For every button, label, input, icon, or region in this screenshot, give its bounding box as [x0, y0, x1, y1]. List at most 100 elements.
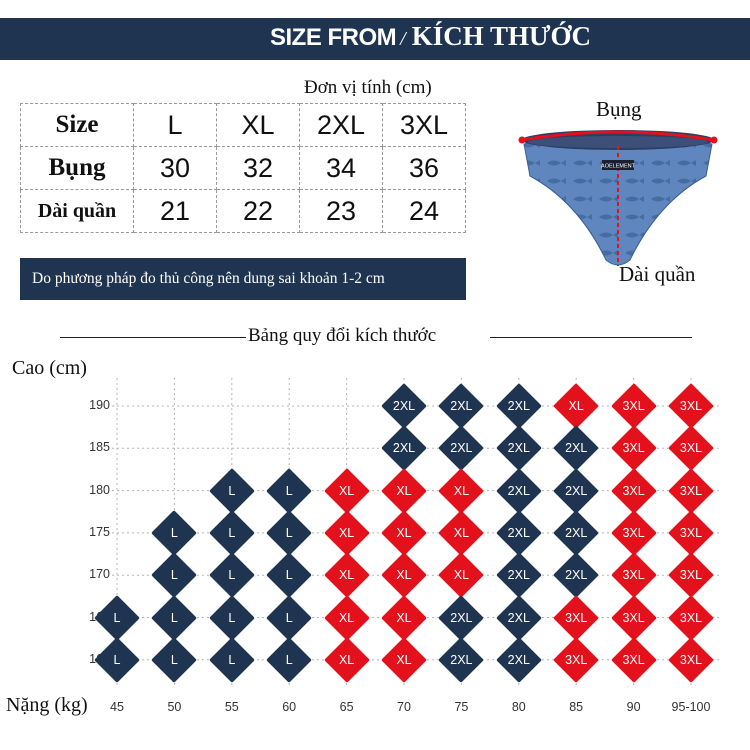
size-marker: 3XL: [610, 594, 657, 641]
size-marker: 3XL: [553, 636, 600, 683]
size-marker-label: XL: [338, 652, 355, 667]
brief-illustration: AOELEMENT: [518, 130, 718, 266]
size-marker: XL: [438, 509, 485, 556]
size-marker-label: 2XL: [565, 441, 588, 456]
size-marker-label: XL: [396, 483, 412, 498]
size-marker-label: 3XL: [679, 441, 703, 456]
size-marker-label: 3XL: [622, 483, 645, 498]
label-length: Dài quần: [619, 262, 696, 286]
size-marker-label: 2XL: [392, 441, 416, 456]
size-marker: 2XL: [495, 383, 542, 429]
size-table: Size L XL 2XL 3XL Bụng 30 32 34 36 Dài q…: [20, 103, 466, 233]
size-marker: XL: [323, 509, 370, 556]
size-marker-label: 2XL: [507, 525, 530, 540]
size-marker: L: [151, 594, 198, 641]
size-marker: 3XL: [668, 425, 714, 472]
size-marker: XL: [381, 636, 427, 683]
size-marker-label: 3XL: [679, 483, 703, 498]
size-marker: 2XL: [495, 467, 542, 514]
table-cell: 24: [382, 189, 466, 233]
size-marker: 3XL: [610, 383, 657, 429]
size-marker: L: [208, 636, 255, 683]
size-marker: 3XL: [610, 425, 657, 472]
x-tick-label: 80: [511, 700, 526, 714]
size-marker-label: 3XL: [679, 525, 703, 540]
size-marker-label: XL: [396, 525, 412, 540]
x-tick-label: 75: [454, 700, 469, 714]
size-marker-label: 2XL: [392, 399, 416, 413]
size-marker-label: L: [228, 568, 236, 583]
size-marker-label: 2XL: [507, 652, 530, 667]
size-marker-label: L: [113, 652, 121, 667]
size-marker: L: [94, 594, 140, 641]
size-marker-label: 3XL: [622, 610, 645, 625]
size-marker-label: L: [285, 483, 293, 498]
size-marker: 2XL: [495, 509, 542, 556]
size-marker: L: [208, 467, 255, 514]
size-marker: 2XL: [553, 425, 600, 472]
x-tick-label: 45: [110, 700, 124, 714]
size-marker-label: 3XL: [679, 568, 703, 583]
table-cell: 32: [216, 146, 300, 190]
size-marker: 2XL: [495, 425, 542, 472]
size-marker-label: XL: [338, 568, 355, 583]
x-tick-label: 70: [397, 700, 411, 714]
size-header-cell: 3XL: [382, 103, 466, 147]
size-marker-label: L: [228, 610, 236, 625]
x-tick-label: 85: [569, 700, 584, 714]
table-cell: 36: [382, 146, 466, 190]
size-marker-label: L: [170, 525, 178, 540]
size-marker-label: 2XL: [507, 610, 530, 625]
size-marker-label: L: [170, 652, 178, 667]
size-marker-label: 3XL: [622, 568, 645, 583]
size-marker: XL: [381, 594, 427, 641]
size-marker: 2XL: [553, 509, 600, 556]
size-marker: XL: [323, 594, 370, 641]
size-marker-label: L: [285, 525, 293, 540]
size-marker-label: 3XL: [622, 441, 645, 456]
size-marker-label: 3XL: [679, 399, 703, 413]
size-marker: L: [266, 552, 313, 599]
size-marker: 3XL: [553, 594, 600, 641]
x-tick-label: 65: [339, 700, 354, 714]
size-marker-label: 3XL: [679, 652, 703, 667]
chart-title: Bảng quy đổi kích thước: [248, 325, 437, 346]
banner-title-en: SIZE FROM: [270, 24, 397, 51]
size-marker: L: [266, 636, 313, 683]
size-marker-label: L: [285, 610, 293, 625]
size-table-row-waist: Bụng 30 32 34 36: [20, 146, 466, 190]
table-cell: 30: [133, 146, 217, 190]
size-marker-label: L: [285, 568, 293, 583]
size-header-cell: 2XL: [299, 103, 383, 147]
size-marker: 3XL: [610, 636, 657, 683]
size-marker-label: XL: [338, 610, 355, 625]
size-marker: XL: [381, 509, 427, 556]
size-marker-label: 2XL: [507, 483, 530, 498]
size-marker: 3XL: [668, 552, 714, 599]
size-marker: 3XL: [610, 552, 657, 599]
table-cell: 23: [299, 189, 383, 233]
size-header-label: Size: [20, 103, 134, 147]
y-tick-label: 185: [89, 440, 110, 455]
size-marker: L: [151, 636, 198, 683]
size-marker-label: XL: [568, 399, 584, 413]
tolerance-note: Do phương pháp đo thủ công nên dung sai …: [20, 258, 466, 300]
size-header-cell: L: [133, 103, 217, 147]
size-marker-label: 3XL: [565, 610, 588, 625]
size-marker: L: [208, 509, 255, 556]
size-marker: 2XL: [495, 594, 542, 641]
unit-label: Đơn vị tính (cm): [304, 77, 432, 98]
size-marker-label: L: [170, 610, 178, 625]
size-marker-label: 2XL: [507, 399, 530, 413]
banner-separator: /: [400, 28, 406, 50]
table-cell: 34: [299, 146, 383, 190]
header-banner: SIZE FROM / KÍCH THƯỚC: [0, 18, 750, 60]
size-marker: 3XL: [668, 509, 714, 556]
x-axis-label: Nặng (kg): [6, 694, 88, 716]
size-marker-label: XL: [396, 610, 412, 625]
size-marker: L: [151, 552, 198, 599]
size-marker: 3XL: [610, 467, 657, 514]
size-marker: 3XL: [668, 636, 714, 683]
size-marker: XL: [323, 636, 370, 683]
size-marker-label: 2XL: [507, 441, 530, 456]
